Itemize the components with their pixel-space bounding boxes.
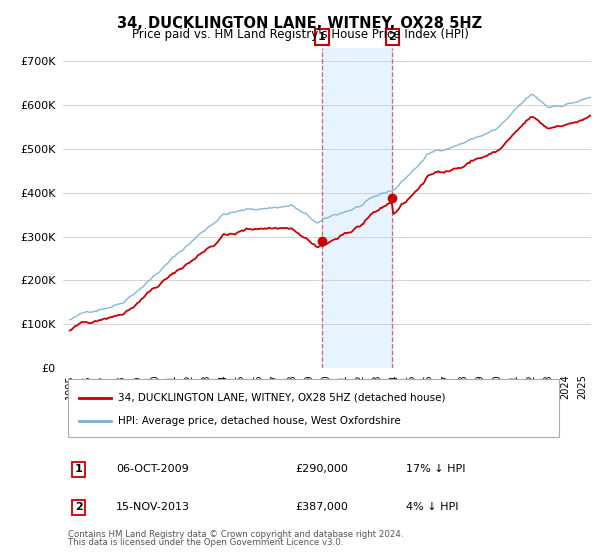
- Text: 34, DUCKLINGTON LANE, WITNEY, OX28 5HZ (detached house): 34, DUCKLINGTON LANE, WITNEY, OX28 5HZ (…: [118, 393, 446, 403]
- Text: This data is licensed under the Open Government Licence v3.0.: This data is licensed under the Open Gov…: [68, 538, 344, 547]
- Text: 17% ↓ HPI: 17% ↓ HPI: [406, 464, 466, 474]
- Text: 34, DUCKLINGTON LANE, WITNEY, OX28 5HZ: 34, DUCKLINGTON LANE, WITNEY, OX28 5HZ: [118, 16, 482, 31]
- Text: HPI: Average price, detached house, West Oxfordshire: HPI: Average price, detached house, West…: [118, 416, 401, 426]
- FancyBboxPatch shape: [68, 379, 559, 437]
- Text: Contains HM Land Registry data © Crown copyright and database right 2024.: Contains HM Land Registry data © Crown c…: [68, 530, 404, 539]
- Text: £290,000: £290,000: [295, 464, 348, 474]
- Text: 2: 2: [388, 32, 396, 42]
- Bar: [322, 48, 392, 368]
- Text: 06-OCT-2009: 06-OCT-2009: [116, 464, 188, 474]
- Text: Price paid vs. HM Land Registry's House Price Index (HPI): Price paid vs. HM Land Registry's House …: [131, 28, 469, 41]
- Text: 15-NOV-2013: 15-NOV-2013: [116, 502, 190, 512]
- Text: 1: 1: [318, 32, 326, 42]
- Text: 1: 1: [75, 464, 83, 474]
- Text: 4% ↓ HPI: 4% ↓ HPI: [406, 502, 459, 512]
- Text: £387,000: £387,000: [295, 502, 348, 512]
- Text: 2: 2: [75, 502, 83, 512]
